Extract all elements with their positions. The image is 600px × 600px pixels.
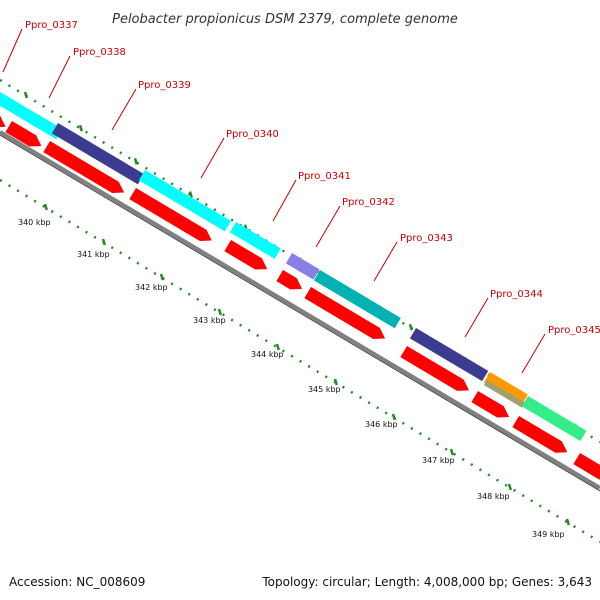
leader-ppro-0339 [111,88,137,131]
inner-major-tick-1 [101,238,106,246]
inner-major-ticks [43,203,570,526]
cog-block-0345-orange[interactable] [483,372,528,405]
outer-major-tick-2 [133,158,138,165]
tick-label-340: 340 kbp [18,218,51,227]
gene-arrow-0338[interactable] [5,121,44,152]
leader-ppro-0341 [272,179,297,222]
leader-ppro-0342 [315,205,341,248]
gene-arrow-0342[interactable] [276,270,305,294]
gene-arrow-0341[interactable] [224,240,270,275]
outer-major-tick-0 [23,91,28,99]
inner-major-tick-3 [217,308,222,316]
leader-ppro-0344 [464,297,489,338]
gene-label-ppro-0343[interactable]: Ppro_0343 [400,233,453,244]
gene-label-ppro-0337[interactable]: Ppro_0337 [25,20,78,31]
leader-ppro-0340 [200,137,225,179]
gene-arrow-0344[interactable] [400,346,472,396]
gene-arrow-0337[interactable] [0,110,9,132]
gene-arrow-0345[interactable] [471,391,512,423]
tick-label-344: 344 kbp [251,350,284,359]
gene-label-ppro-0342[interactable]: Ppro_0342 [342,197,395,208]
leader-ppro-0338 [48,55,71,99]
gene-arrow-0346[interactable] [512,416,570,458]
cog-block-0345-overlay[interactable] [483,380,525,408]
backbone [0,130,600,490]
cog-block-0343[interactable] [313,270,401,329]
backbone-shadow [0,134,600,492]
cog-block-0337[interactable] [0,86,63,140]
inner-major-tick-2 [159,273,164,281]
cog-block-0342[interactable] [285,253,320,280]
leader-ppro-0345 [521,333,546,374]
gene-label-leaders [2,28,546,374]
tick-label-349: 349 kbp [532,530,565,539]
outer-major-tick-7 [408,323,413,331]
gene-arrow-0339[interactable] [43,141,127,198]
tick-label-346: 346 kbp [365,420,398,429]
cog-block-0341[interactable] [229,222,281,259]
tick-label-341: 341 kbp [77,250,110,259]
gene-arrow-0347[interactable] [573,453,600,485]
tick-label-345: 345 kbp [308,385,341,394]
gene-label-ppro-0341[interactable]: Ppro_0341 [298,171,351,182]
inner-major-tick-5 [333,378,338,386]
cog-block-0345-green[interactable] [521,396,587,442]
inner-dotted-ruler [0,178,600,544]
inner-major-tick-0 [43,203,48,211]
map-title: Pelobacter propionicus DSM 2379, complet… [112,12,458,27]
outer-major-tick-3 [188,191,193,198]
inner-major-tick-4 [275,343,280,351]
gene-label-ppro-0345[interactable]: Ppro_0345 [548,325,600,336]
accession-text: Accession: NC_008609 [9,575,145,589]
gene-label-ppro-0340[interactable]: Ppro_0340 [226,129,279,140]
leader-ppro-0343 [373,241,398,282]
cog-block-0339-cyan[interactable] [138,170,232,232]
genome-summary-text: Topology: circular; Length: 4,008,000 bp… [261,575,592,589]
gene-label-ppro-0339[interactable]: Ppro_0339 [138,80,191,91]
inner-major-tick-6 [391,413,396,421]
tick-label-343: 343 kbp [193,316,226,325]
cog-block-0344[interactable] [409,328,489,382]
cog-block-0339-navy[interactable] [51,123,145,185]
gene-arrow-0343[interactable] [304,287,388,344]
tick-label-347: 347 kbp [422,456,455,465]
gene-label-ppro-0344[interactable]: Ppro_0344 [490,289,543,300]
inner-major-tick-8 [507,483,512,491]
leader-ppro-0337 [2,28,23,73]
cog-track [0,86,587,442]
tick-label-342: 342 kbp [135,283,168,292]
outer-major-tick-1 [78,124,83,132]
inner-major-tick-9 [565,518,570,526]
gene-arrow-0340[interactable] [129,188,215,246]
inner-major-tick-7 [449,448,454,456]
gene-label-ppro-0338[interactable]: Ppro_0338 [73,47,126,58]
gene-track [0,110,600,485]
tick-label-348: 348 kbp [477,492,510,501]
